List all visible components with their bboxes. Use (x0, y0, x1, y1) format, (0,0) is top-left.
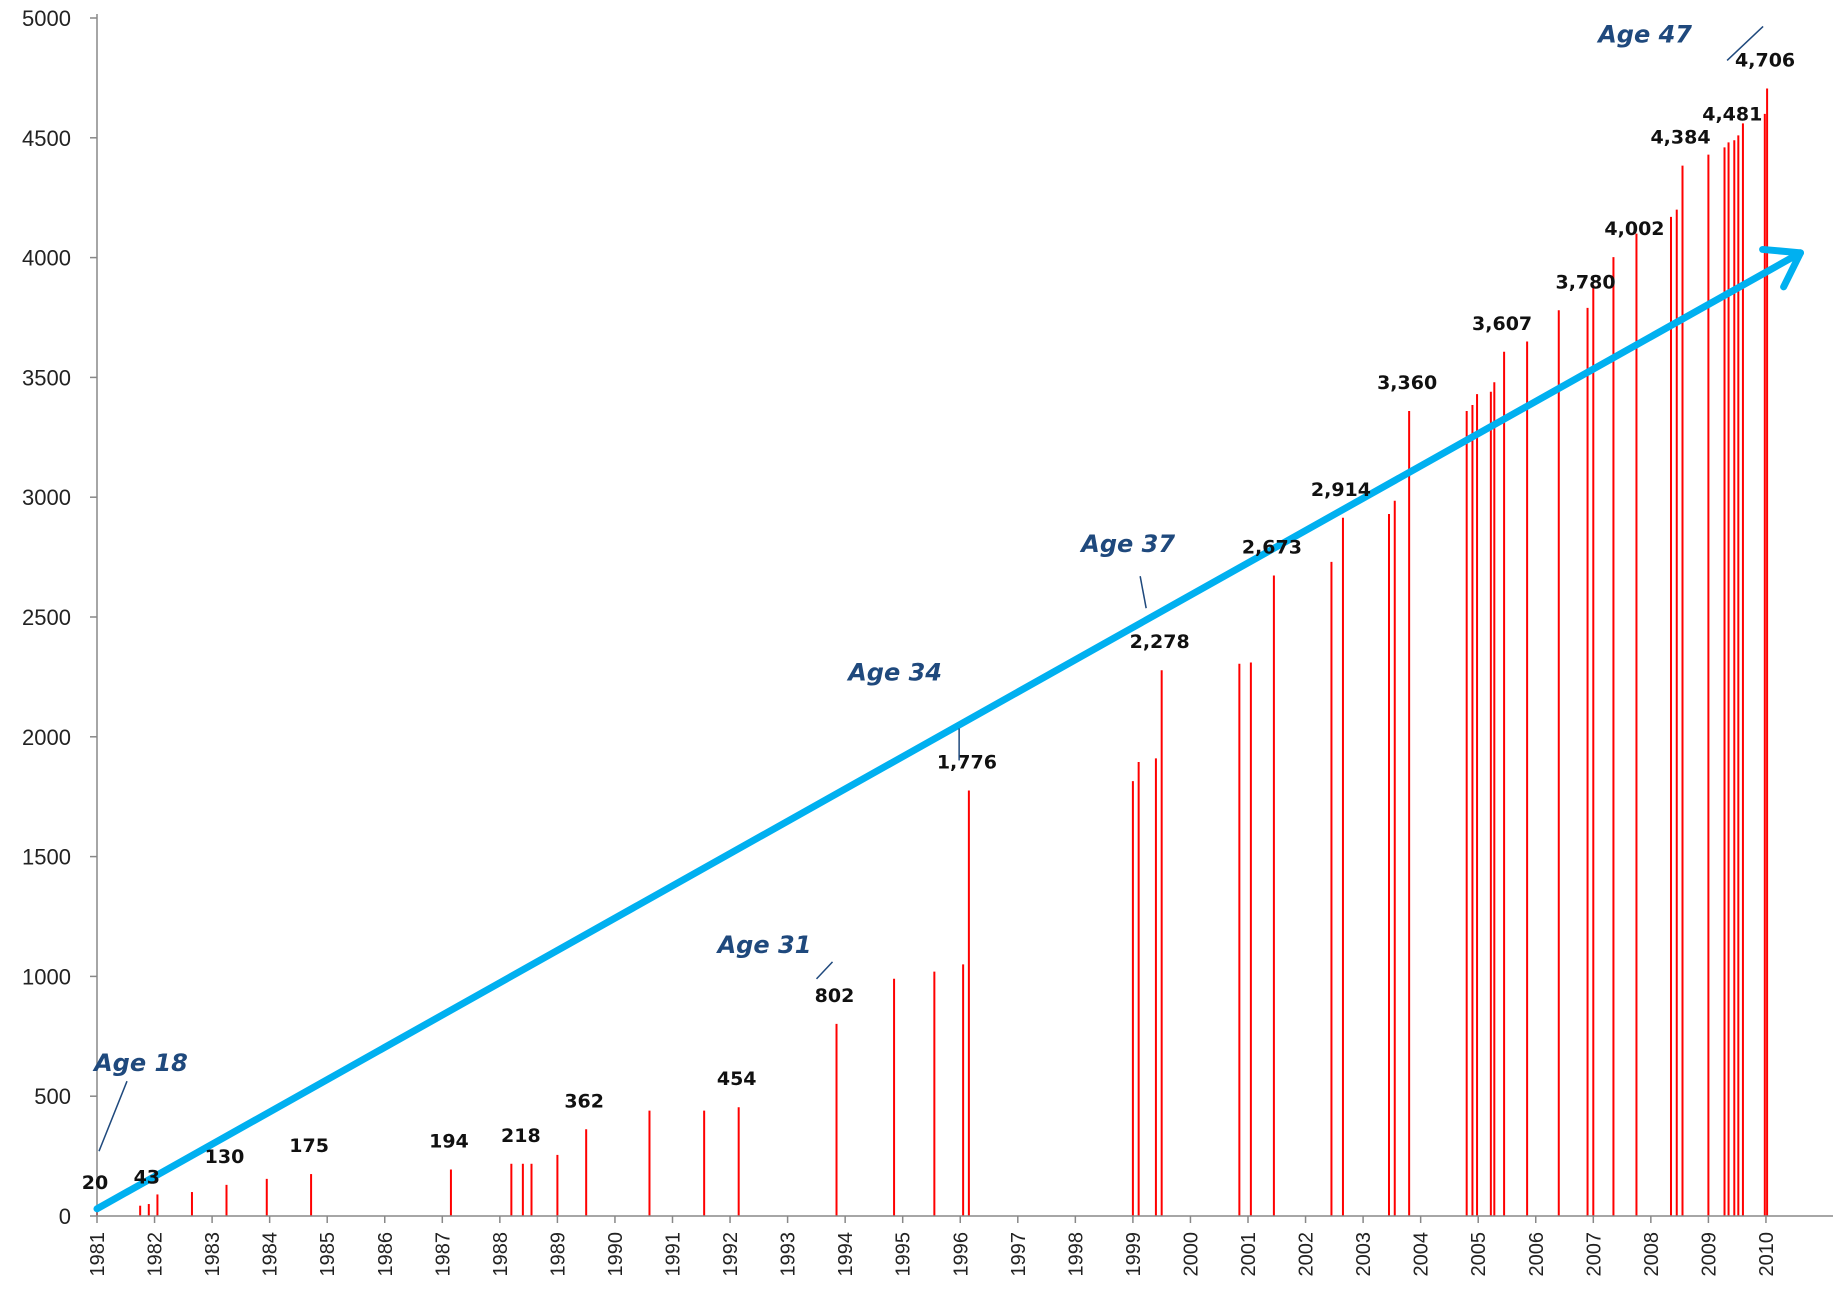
y-tick-label: 3500 (22, 365, 71, 390)
age-annotation: Age 37 (1079, 530, 1175, 558)
data-label: 2,673 (1242, 537, 1302, 559)
trend-arrow (93, 245, 1804, 1213)
age-annotation: Age 34 (846, 658, 942, 686)
data-label: 362 (564, 1090, 604, 1112)
x-tick-label: 2010 (1756, 1232, 1778, 1277)
x-tick-label: 2001 (1238, 1232, 1260, 1277)
y-tick-label: 4500 (22, 126, 71, 151)
data-label: 4,706 (1735, 49, 1795, 71)
data-label: 2,914 (1311, 479, 1371, 501)
x-tick-label: 1983 (202, 1232, 224, 1277)
y-tick-label: 1000 (22, 964, 71, 989)
data-label: 4,002 (1604, 218, 1664, 240)
x-tick-label: 2005 (1468, 1232, 1490, 1277)
y-tick-label: 3000 (22, 485, 71, 510)
x-tick-label: 1997 (1008, 1232, 1030, 1277)
x-tick-label: 2006 (1526, 1232, 1548, 1277)
bar-series (96, 88, 1769, 1216)
trend-arrow-shaft (93, 249, 1804, 1213)
x-tick-label: 2002 (1296, 1232, 1318, 1277)
annotation-leader (1139, 576, 1147, 609)
x-tick-label: 1987 (432, 1232, 454, 1277)
y-tick-label: 2500 (22, 605, 71, 630)
x-tick-label: 1998 (1065, 1232, 1087, 1277)
x-tick-label: 1989 (547, 1232, 569, 1277)
data-label: 3,360 (1377, 372, 1437, 394)
y-tick-label: 2000 (22, 725, 71, 750)
data-label: 194 (429, 1131, 469, 1153)
x-tick-label: 1985 (317, 1232, 339, 1277)
x-tick-label: 2004 (1411, 1232, 1433, 1277)
data-label: 2,278 (1130, 631, 1190, 653)
x-tick-label: 2000 (1180, 1232, 1202, 1277)
data-label: 218 (501, 1125, 541, 1147)
x-tick-label: 1988 (490, 1232, 512, 1277)
data-label: 1,776 (937, 751, 997, 773)
x-tick-label: 1993 (778, 1232, 800, 1277)
data-label: 43 (134, 1167, 160, 1189)
x-tick-label: 1994 (835, 1232, 857, 1277)
data-label: 454 (717, 1068, 757, 1090)
data-label: 175 (289, 1135, 329, 1157)
data-labels: 20 43 130 175 194 218 362 454 802 1,776 2,278 2,673… (82, 49, 1795, 1194)
age-annotation: Age 47 (1596, 20, 1692, 48)
y-tick-label: 1500 (22, 845, 71, 870)
annotation-leader (1726, 25, 1764, 61)
x-tick-label: 1992 (720, 1232, 742, 1277)
x-tick-label: 1984 (260, 1232, 282, 1277)
x-axis: 1981 1982 1983 1984 1985 1986 1987 1988 1989 1990… (87, 1215, 1833, 1277)
x-tick-label: 1996 (950, 1232, 972, 1277)
age-annotation: Age 18 (92, 1049, 188, 1077)
data-label: 4,481 (1702, 103, 1762, 125)
data-label: 3,780 (1555, 271, 1615, 293)
y-tick-label: 500 (34, 1084, 71, 1109)
data-label: 130 (205, 1146, 245, 1168)
data-label: 3,607 (1472, 313, 1532, 335)
data-label: 20 (82, 1172, 108, 1194)
annotation-leader (98, 1080, 128, 1152)
data-label: 4,384 (1650, 127, 1710, 149)
trend-arrow-head (1759, 245, 1804, 291)
y-axis: 0 500 1000 1500 2000 2500 3000 3500 4000 4500 5000 (22, 6, 98, 1229)
x-tick-label: 1991 (663, 1232, 685, 1277)
x-tick-label: 2003 (1353, 1232, 1375, 1277)
x-tick-label: 1995 (893, 1232, 915, 1277)
x-tick-label: 1986 (375, 1232, 397, 1277)
age-annotations: Age 18 Age 31 Age 34 Age 37 Age 47 (92, 20, 1764, 1152)
x-tick-label: 2009 (1698, 1232, 1720, 1277)
annotation-leader (815, 961, 834, 980)
age-annotation: Age 31 (716, 931, 812, 959)
y-tick-label: 4000 (22, 246, 71, 271)
x-tick-label: 1982 (145, 1232, 167, 1277)
x-tick-label: 1999 (1123, 1232, 1145, 1277)
y-tick-label: 5000 (22, 6, 71, 31)
x-tick-label: 2008 (1641, 1232, 1663, 1277)
data-label: 802 (815, 985, 855, 1007)
y-tick-label: 0 (59, 1204, 71, 1229)
x-tick-label: 2007 (1583, 1232, 1605, 1277)
x-tick-label: 1990 (605, 1232, 627, 1277)
x-tick-label: 1981 (87, 1232, 109, 1277)
